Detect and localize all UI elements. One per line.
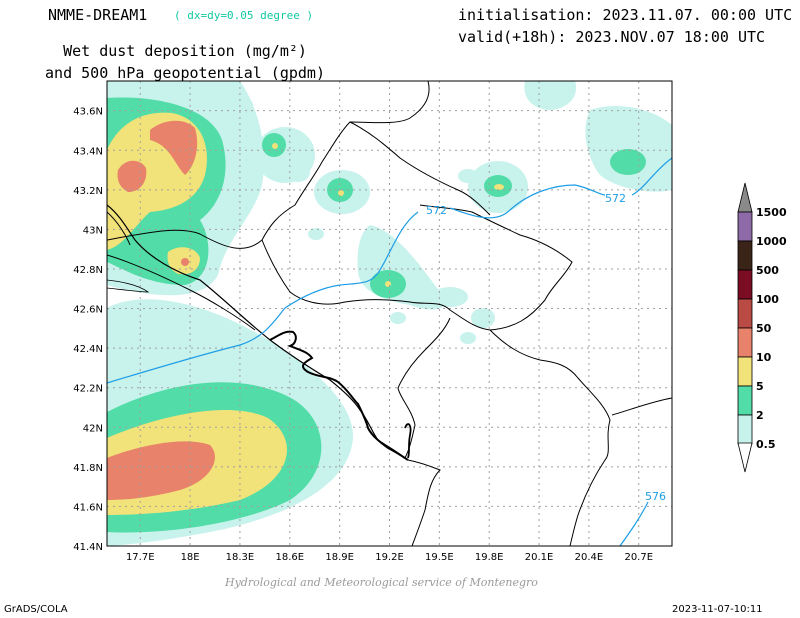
dust-area-5-ne1 [494,184,504,190]
lon-tick-label: 19.8E [475,552,504,563]
model-name: NMME-DREAM1 [48,6,148,24]
peninsula-outline [107,279,150,293]
legend-level-label: 100 [756,293,779,306]
dust-area-5-c1 [272,143,278,149]
dust-area-5-c3 [338,190,344,196]
country-borders [107,81,672,546]
dust-area-10-sw [107,441,215,500]
dust-area-05-c8 [432,287,468,307]
longitude-labels: 17.7E 18E 18.3E 18.6E 18.9E 19.2E 19.5E 19.8E 20… [126,552,653,563]
dust-area-05-c4 [237,99,253,109]
legend-level-label: 1000 [756,235,787,248]
lon-tick-label: 18.6E [275,552,304,563]
valid-time: valid(+18h): 2023.NOV.07 18:00 UTC [458,28,766,46]
color-legend: 1500 1000 500 100 50 10 5 2 0.5 [737,182,787,473]
coastline-lower [107,254,256,331]
legend-level-label: 0.5 [756,438,776,451]
lon-tick-label: 18.3E [226,552,255,563]
lat-tick-label: 42.8N [73,265,103,276]
geopotential-contours [107,157,672,546]
lat-tick-label: 41.6N [73,502,103,513]
border-mkd-south [569,459,606,546]
contour-label-576: 576 [645,490,666,503]
legend-swatch [737,240,753,271]
legend-swatch [737,385,753,416]
dust-area-05-ne4 [585,105,672,192]
lat-tick-label: 42.2N [73,384,103,395]
lon-tick-label: 17.7E [126,552,155,563]
credit-text: Hydrological and Meteorological service … [225,576,538,589]
legend-level-label: 2 [756,409,764,422]
graticule [107,81,672,546]
lat-tick-label: 43.6N [73,107,103,118]
border-alb-south [407,459,441,546]
bay-of-kotor [269,330,409,461]
legend-swatch [737,356,753,387]
init-time: initialisation: 2023.11.07. 00:00 UTC [458,6,793,24]
lat-tick-label: 41.4N [73,542,103,553]
lon-tick-label: 19.5E [425,552,454,563]
dust-area-10-nw-a [150,120,198,175]
contour-label-572-b: 572 [605,192,626,205]
title-line-2: and 500 hPa geopotential (gpdm) [45,64,325,82]
dust-area-05-c7 [390,312,406,324]
dust-area-10-nw-b [117,160,147,192]
legend-level-label: 10 [756,351,772,364]
border-nw-extra [107,211,131,246]
dust-area-05-ne3 [524,81,577,110]
contour-label-572-a: 572 [426,204,447,217]
border-kos-alb [489,329,611,461]
dust-area-2-ne4 [610,149,646,175]
legend-swatch [737,414,753,445]
lat-tick-label: 42.6N [73,305,103,316]
coastline [107,204,406,459]
legend-cap-bottom [737,442,753,473]
title-line-1: Wet dust deposition (mg/m²) [63,42,307,60]
contour-572-far-east [631,157,672,196]
border-bih-mne [107,81,430,249]
legend-level-label: 500 [756,264,779,277]
map-frame [106,80,673,547]
legend-level-label: 1500 [756,206,787,219]
lon-tick-label: 19.2E [375,552,404,563]
lon-tick-label: 20.4E [575,552,604,563]
contour-572 [107,211,419,384]
model-resolution: ( dx=dy=0.05 degree ) [174,9,314,22]
latitude-labels: 43.6N 43.4N 43.2N 43N 42.8N 42.6N 42.4N 42.2N 42… [73,107,103,553]
deposition-field [107,81,672,546]
border-alb-mkd [611,397,672,416]
lat-tick-label: 43N [83,225,103,236]
lon-tick-label: 20.7E [624,552,653,563]
dust-area-5-c6 [385,281,391,287]
legend-swatch [737,327,753,358]
legend-swatch [737,211,753,242]
border-mne-alb [397,317,451,459]
legend-level-label: 5 [756,380,764,393]
footer-left: GrADS/COLA [4,604,68,615]
footer-right: 2023-11-07-10:11 [672,604,763,615]
legend-level-label: 50 [756,322,772,335]
dust-area-05-c5 [308,228,324,240]
lat-tick-label: 42.4N [73,344,103,355]
lat-tick-label: 43.4N [73,146,103,157]
lon-tick-label: 18E [181,552,200,563]
lat-tick-label: 42N [83,423,103,434]
lat-tick-label: 41.8N [73,463,103,474]
legend-cap-top [737,182,753,213]
contour-572-east [449,184,606,219]
lat-tick-label: 43.2N [73,186,103,197]
lon-tick-label: 20.1E [525,552,554,563]
dust-area-05-c10 [460,332,476,344]
dust-area-05-ne2 [458,169,478,183]
border-srb-internal [349,121,491,216]
dust-area-10-nw-c [181,258,189,266]
contour-576 [619,501,649,546]
legend-swatch [737,298,753,329]
legend-swatch [737,269,753,300]
dust-area-05-c2 [286,162,310,182]
lake-skadar [404,423,412,459]
lon-tick-label: 18.9E [325,552,354,563]
